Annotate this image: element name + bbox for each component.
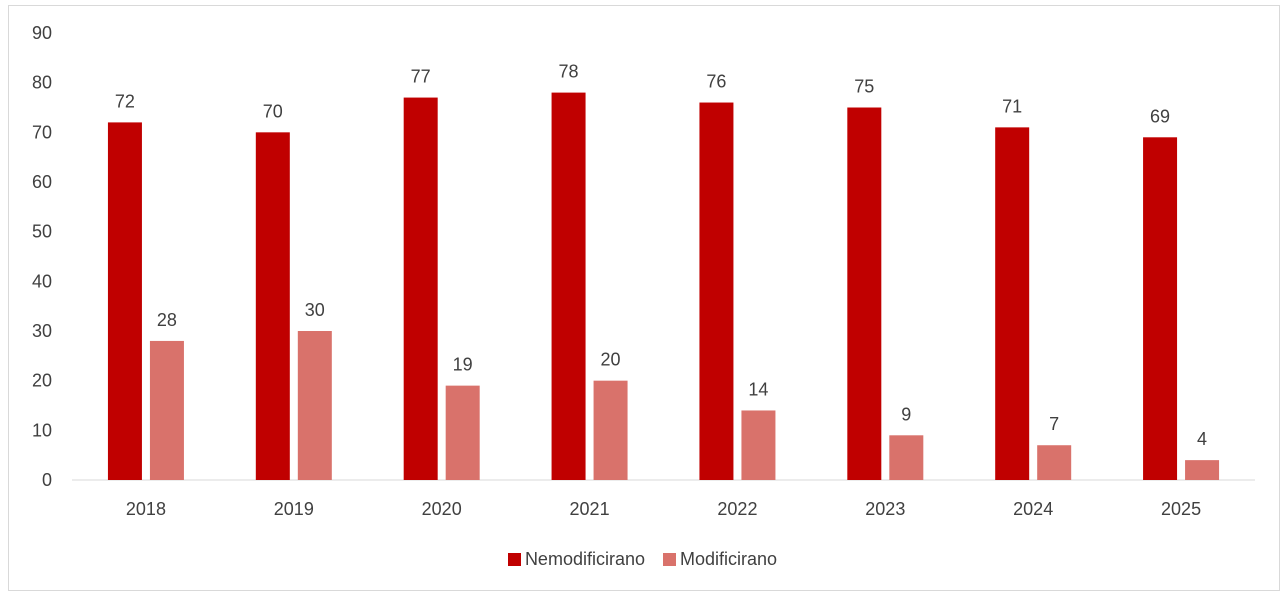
x-tick-label: 2019 [274,499,314,519]
bar-modificirano-2024 [1037,445,1072,480]
data-label: 70 [263,101,283,121]
data-label: 4 [1197,429,1207,449]
legend-item-modificirano: Modificirano [663,549,777,570]
legend-swatch-modificirano [663,553,676,566]
data-label: 71 [1002,96,1022,116]
data-label: 75 [854,77,874,97]
x-tick-label: 2021 [570,499,610,519]
bar-nemodificirano-2022 [699,102,734,481]
legend-item-nemodificirano: Nemodificirano [507,549,645,570]
x-tick-label: 2022 [717,499,757,519]
y-tick-label: 50 [32,222,52,242]
bar-modificirano-2023 [889,435,924,480]
y-tick-label: 80 [32,73,52,93]
data-label: 69 [1150,106,1170,126]
x-tick-label: 2025 [1161,499,1201,519]
bar-nemodificirano-2020 [403,97,438,481]
bar-modificirano-2018 [149,340,184,480]
y-tick-label: 90 [32,23,52,43]
bar-nemodificirano-2018 [107,122,142,481]
bar-nemodificirano-2023 [847,107,882,480]
y-tick-label: 0 [42,470,52,490]
y-axis-ticks: 0 10 20 30 40 50 60 70 80 90 [32,23,52,490]
bar-nemodificirano-2019 [255,132,290,481]
legend-swatch-nemodificirano [507,553,521,566]
y-tick-label: 40 [32,271,52,291]
data-label: 9 [901,404,911,424]
y-tick-label: 70 [32,122,52,142]
data-label: 20 [601,350,621,370]
data-label: 14 [748,379,768,399]
bars [107,92,1220,481]
y-tick-label: 30 [32,321,52,341]
x-tick-label: 2024 [1013,499,1053,519]
y-tick-label: 20 [32,371,52,391]
bar-nemodificirano-2024 [995,127,1030,480]
x-axis-ticks: 2018 2019 2020 2021 2022 2023 2024 2025 [126,499,1201,519]
data-label: 78 [559,62,579,82]
legend-label-modificirano: Modificirano [680,549,778,569]
data-label: 28 [157,310,177,330]
data-label: 19 [453,355,473,375]
bar-modificirano-2022 [741,410,776,480]
chart-frame [8,5,1280,591]
bar-modificirano-2020 [445,385,480,480]
data-label: 30 [305,300,325,320]
bar-nemodificirano-2021 [551,92,586,480]
y-tick-label: 10 [32,420,52,440]
y-tick-label: 60 [32,172,52,192]
x-tick-label: 2020 [422,499,462,519]
bar-modificirano-2025 [1185,460,1220,480]
legend-label-nemodificirano: Nemodificirano [524,549,645,569]
x-tick-label: 2018 [126,499,166,519]
bar-modificirano-2021 [593,380,628,480]
data-label: 7 [1049,414,1059,434]
legend: Nemodificirano Modificirano [0,549,1285,570]
data-label: 72 [115,91,135,111]
bar-modificirano-2019 [297,331,332,480]
data-label: 77 [411,67,431,87]
x-tick-label: 2023 [865,499,905,519]
bar-nemodificirano-2025 [1143,137,1178,481]
data-labels: 72 28 70 30 77 19 78 20 76 14 75 9 71 7 69 4 [115,62,1207,450]
data-label: 76 [706,72,726,92]
